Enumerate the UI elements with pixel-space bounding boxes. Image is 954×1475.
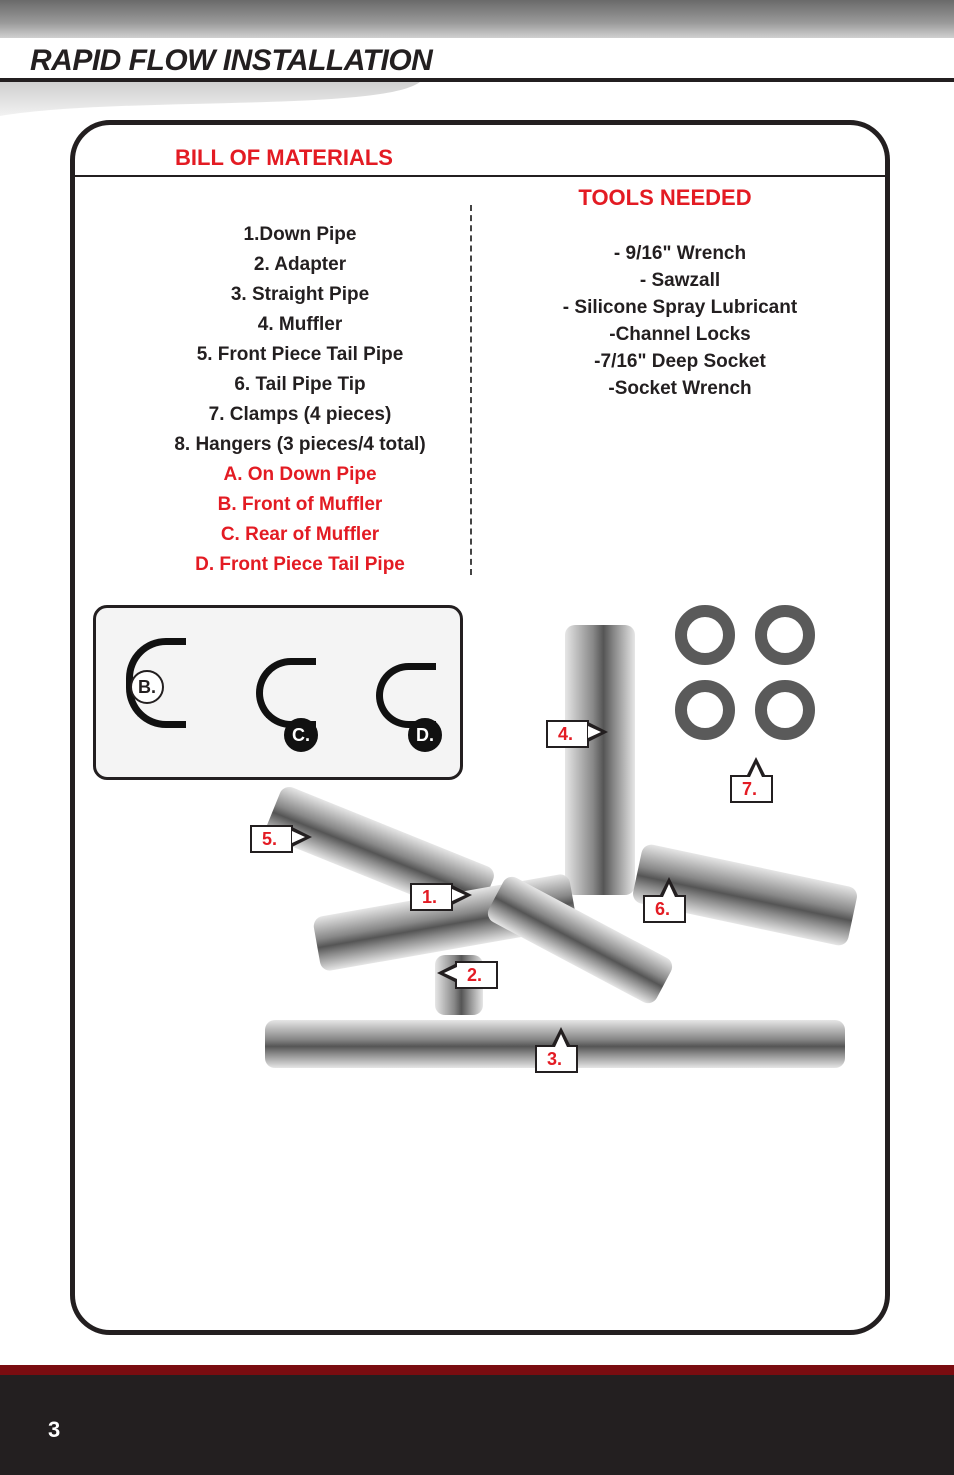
arrow-icon bbox=[746, 757, 766, 777]
callout-4: 4. bbox=[546, 720, 589, 748]
clamp-shape bbox=[755, 605, 815, 665]
clamp-shape bbox=[675, 680, 735, 740]
title-underline bbox=[0, 78, 954, 82]
arrow-icon bbox=[659, 877, 679, 897]
bom-item: 6. Tail Pipe Tip bbox=[115, 370, 485, 400]
arrow-icon bbox=[551, 1027, 571, 1047]
tools-list: - 9/16" Wrench - Sawzall - Silicone Spra… bbox=[515, 240, 845, 402]
tools-item: - Silicone Spray Lubricant bbox=[515, 294, 845, 321]
arrow-icon bbox=[452, 885, 472, 905]
hanger-c-shape bbox=[256, 658, 316, 728]
tools-item: -Socket Wrench bbox=[515, 375, 845, 402]
content-panel: BILL OF MATERIALS TOOLS NEEDED 1.Down Pi… bbox=[70, 120, 890, 1335]
muffler-shape bbox=[565, 625, 635, 895]
arrow-icon bbox=[437, 963, 457, 983]
bom-sub-item: B. Front of Muffler bbox=[115, 490, 485, 520]
hangers-diagram-box: B. C. D. bbox=[93, 605, 463, 780]
callout-letter-d: D. bbox=[408, 718, 442, 752]
bom-item: 1.Down Pipe bbox=[115, 220, 485, 250]
page-number: 3 bbox=[48, 1417, 60, 1443]
bom-item: 8. Hangers (3 pieces/4 total) bbox=[115, 430, 485, 460]
bom-item: 2. Adapter bbox=[115, 250, 485, 280]
callout-2: 2. bbox=[455, 961, 498, 989]
bom-item: 4. Muffler bbox=[115, 310, 485, 340]
page-title: RAPID FLOW INSTALLATION bbox=[30, 44, 432, 78]
header-gradient-bar bbox=[0, 0, 954, 38]
bom-underline bbox=[75, 175, 885, 177]
bom-item: 3. Straight Pipe bbox=[115, 280, 485, 310]
arrow-icon bbox=[292, 827, 312, 847]
callout-5: 5. bbox=[250, 825, 293, 853]
callout-1: 1. bbox=[410, 883, 453, 911]
clamp-shape bbox=[675, 605, 735, 665]
bom-item: 5. Front Piece Tail Pipe bbox=[115, 340, 485, 370]
footer-bar bbox=[0, 1375, 954, 1475]
callout-6: 6. bbox=[643, 895, 686, 923]
bom-sub-item: A. On Down Pipe bbox=[115, 460, 485, 490]
bom-item: 7. Clamps (4 pieces) bbox=[115, 400, 485, 430]
bom-heading: BILL OF MATERIALS bbox=[175, 145, 393, 171]
tools-heading: TOOLS NEEDED bbox=[525, 185, 805, 211]
tools-item: -Channel Locks bbox=[515, 321, 845, 348]
tools-item: -7/16" Deep Socket bbox=[515, 348, 845, 375]
clamp-shape bbox=[755, 680, 815, 740]
bom-sub-item: D. Front Piece Tail Pipe bbox=[115, 550, 485, 580]
bom-list: 1.Down Pipe 2. Adapter 3. Straight Pipe … bbox=[115, 220, 485, 580]
callout-letter-c: C. bbox=[284, 718, 318, 752]
footer-accent-line bbox=[0, 1365, 954, 1375]
arrow-icon bbox=[588, 722, 608, 742]
bom-sub-item: C. Rear of Muffler bbox=[115, 520, 485, 550]
callout-letter-b: B. bbox=[130, 670, 164, 704]
tools-item: - 9/16" Wrench bbox=[515, 240, 845, 267]
callout-3: 3. bbox=[535, 1045, 578, 1073]
header-curve-svg bbox=[0, 82, 420, 122]
tools-item: - Sawzall bbox=[515, 267, 845, 294]
callout-7: 7. bbox=[730, 775, 773, 803]
